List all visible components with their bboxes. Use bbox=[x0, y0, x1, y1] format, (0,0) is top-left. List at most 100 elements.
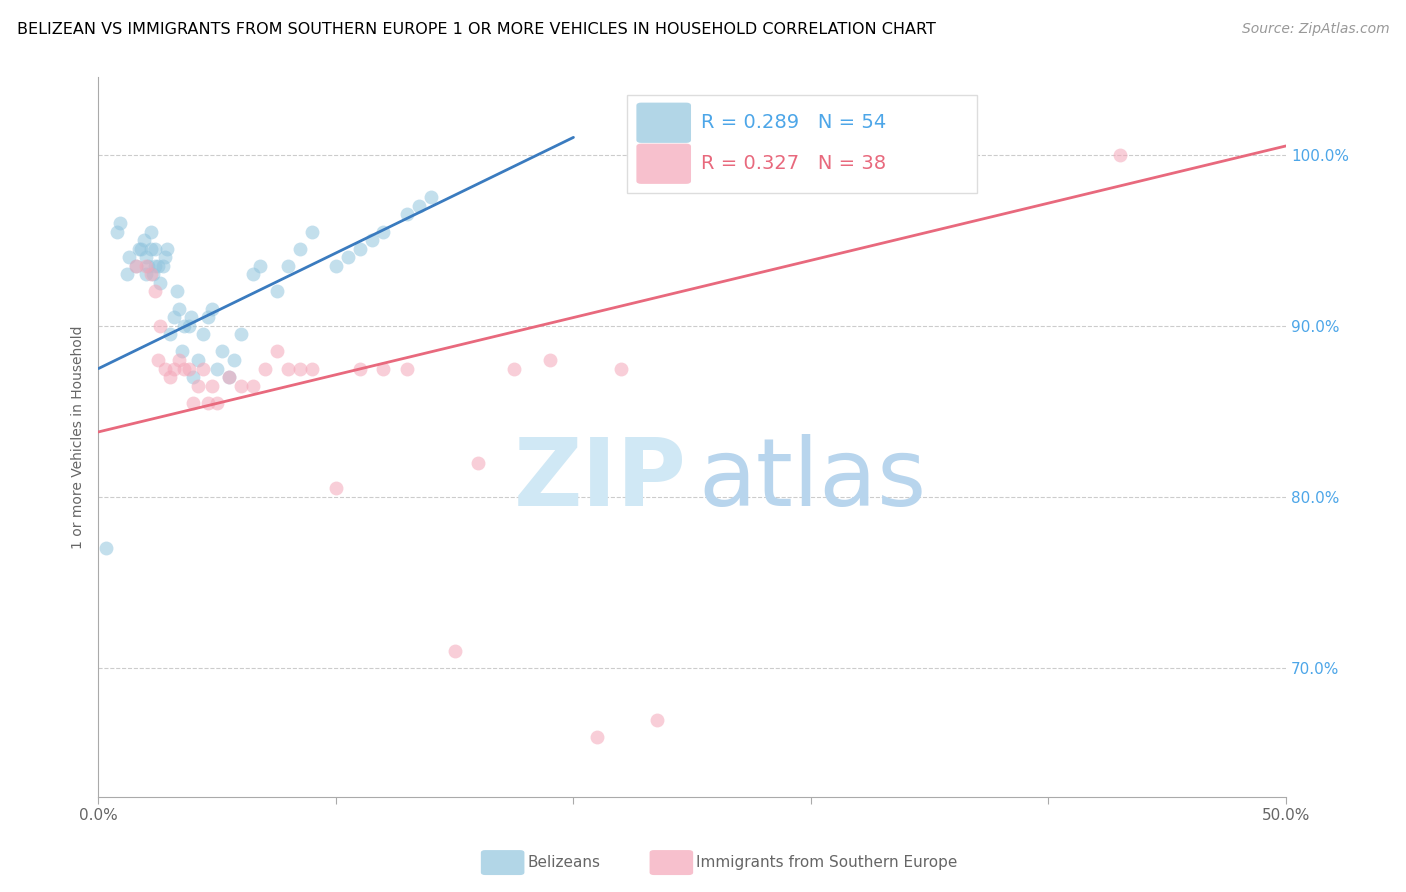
Text: R = 0.327   N = 38: R = 0.327 N = 38 bbox=[700, 154, 886, 173]
Point bbox=[180, 310, 202, 325]
Text: Belizeans: Belizeans bbox=[527, 855, 600, 870]
Point bbox=[373, 225, 395, 239]
Point bbox=[249, 259, 271, 273]
Point bbox=[183, 370, 205, 384]
Point bbox=[242, 378, 264, 392]
Point bbox=[125, 259, 148, 273]
Point bbox=[167, 353, 190, 368]
FancyBboxPatch shape bbox=[637, 103, 690, 143]
Point bbox=[205, 396, 228, 410]
Point bbox=[301, 361, 323, 376]
Point bbox=[420, 190, 443, 204]
Point bbox=[229, 327, 252, 342]
Point bbox=[149, 318, 172, 333]
Point bbox=[645, 713, 668, 727]
Point bbox=[170, 344, 193, 359]
Point bbox=[222, 353, 245, 368]
Point bbox=[139, 225, 162, 239]
Point bbox=[145, 285, 167, 299]
Point bbox=[443, 644, 465, 658]
Point bbox=[467, 456, 489, 470]
Point bbox=[191, 327, 214, 342]
Point bbox=[1108, 147, 1130, 161]
Point bbox=[301, 225, 323, 239]
Point bbox=[159, 327, 181, 342]
Text: Immigrants from Southern Europe: Immigrants from Southern Europe bbox=[696, 855, 957, 870]
Point bbox=[610, 361, 633, 376]
Point bbox=[349, 242, 371, 256]
Point bbox=[163, 310, 186, 325]
Point bbox=[253, 361, 276, 376]
Point bbox=[197, 310, 219, 325]
Point bbox=[136, 259, 159, 273]
Point bbox=[118, 250, 141, 264]
Point bbox=[149, 276, 172, 290]
Point bbox=[336, 250, 359, 264]
Point bbox=[115, 268, 138, 282]
Y-axis label: 1 or more Vehicles in Household: 1 or more Vehicles in Household bbox=[72, 326, 86, 549]
Point bbox=[205, 361, 228, 376]
Point bbox=[201, 301, 224, 316]
Point bbox=[266, 344, 288, 359]
Point bbox=[152, 259, 174, 273]
Point bbox=[108, 216, 131, 230]
Point bbox=[166, 285, 188, 299]
Text: atlas: atlas bbox=[699, 434, 927, 526]
Point bbox=[163, 361, 186, 376]
Point bbox=[266, 285, 288, 299]
Point bbox=[586, 730, 609, 744]
Point bbox=[145, 242, 167, 256]
Text: ZIP: ZIP bbox=[513, 434, 686, 526]
Point bbox=[183, 396, 205, 410]
Point bbox=[159, 370, 181, 384]
Point bbox=[145, 259, 167, 273]
Point bbox=[142, 268, 165, 282]
Point bbox=[139, 268, 162, 282]
Point bbox=[167, 301, 190, 316]
Point bbox=[201, 378, 224, 392]
FancyBboxPatch shape bbox=[637, 144, 690, 184]
Point bbox=[290, 361, 312, 376]
Point bbox=[277, 361, 299, 376]
Point bbox=[187, 353, 209, 368]
Point bbox=[153, 250, 176, 264]
Point bbox=[173, 361, 195, 376]
Point bbox=[218, 370, 240, 384]
Text: Source: ZipAtlas.com: Source: ZipAtlas.com bbox=[1241, 22, 1389, 37]
Point bbox=[177, 361, 200, 376]
Point bbox=[135, 250, 157, 264]
Point bbox=[373, 361, 395, 376]
Point bbox=[125, 259, 148, 273]
Point bbox=[173, 318, 195, 333]
Point bbox=[156, 242, 179, 256]
Point bbox=[396, 361, 419, 376]
Point bbox=[187, 378, 209, 392]
Point bbox=[107, 225, 129, 239]
Point bbox=[135, 259, 157, 273]
Point bbox=[325, 482, 347, 496]
Point bbox=[139, 242, 162, 256]
Point bbox=[191, 361, 214, 376]
Text: BELIZEAN VS IMMIGRANTS FROM SOUTHERN EUROPE 1 OR MORE VEHICLES IN HOUSEHOLD CORR: BELIZEAN VS IMMIGRANTS FROM SOUTHERN EUR… bbox=[17, 22, 936, 37]
Point bbox=[290, 242, 312, 256]
Point bbox=[538, 353, 561, 368]
Point bbox=[197, 396, 219, 410]
Point bbox=[146, 259, 169, 273]
FancyBboxPatch shape bbox=[627, 95, 977, 193]
Text: R = 0.289   N = 54: R = 0.289 N = 54 bbox=[700, 113, 886, 132]
Point bbox=[242, 268, 264, 282]
Point bbox=[396, 207, 419, 221]
Point bbox=[229, 378, 252, 392]
Point bbox=[128, 242, 150, 256]
Point bbox=[408, 199, 430, 213]
Point bbox=[177, 318, 200, 333]
Point bbox=[135, 268, 157, 282]
Point bbox=[218, 370, 240, 384]
Point bbox=[132, 233, 155, 247]
Point bbox=[503, 361, 526, 376]
Point bbox=[349, 361, 371, 376]
Point bbox=[153, 361, 176, 376]
Point bbox=[360, 233, 382, 247]
Point bbox=[277, 259, 299, 273]
Point bbox=[146, 353, 169, 368]
